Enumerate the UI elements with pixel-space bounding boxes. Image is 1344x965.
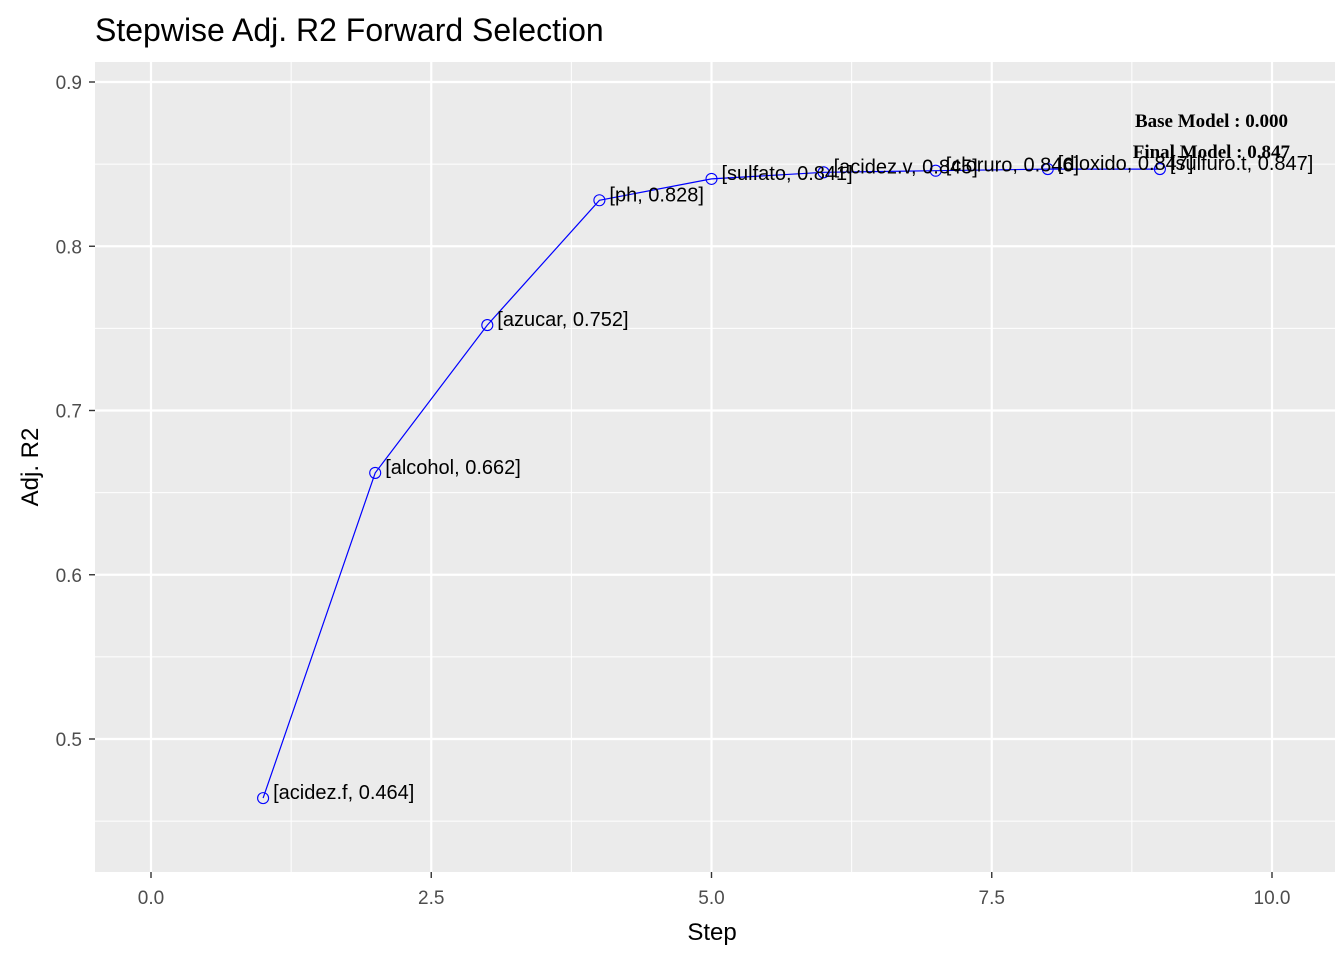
point-label: [acidez.f, 0.464] xyxy=(273,782,414,804)
final-model-annotation: Final Model : 0.847 xyxy=(1133,142,1291,163)
point-label: [alcohol, 0.662] xyxy=(385,457,521,479)
chart-title: Stepwise Adj. R2 Forward Selection xyxy=(95,12,604,48)
y-tick-label: 0.8 xyxy=(56,237,82,258)
series-line xyxy=(262,168,1160,799)
point-label: [ph, 0.828] xyxy=(609,184,704,206)
base-model-annotation: Base Model : 0.000 xyxy=(1135,111,1288,132)
data-point xyxy=(817,166,830,179)
point-labels: [acidez.f, 0.464] [alcohol, 0.662] [azucar… xyxy=(273,153,1313,804)
x-axis-title: Step xyxy=(687,919,736,946)
x-tick-label: 5.0 xyxy=(698,888,724,909)
data-point xyxy=(369,466,382,479)
data-point xyxy=(929,164,942,177)
point-label: [acidez.v, 0.845] xyxy=(834,156,978,178)
data-point xyxy=(481,319,494,332)
y-tick-label: 0.7 xyxy=(56,402,82,423)
plot-panel xyxy=(95,62,1335,872)
series-layer xyxy=(257,163,1166,805)
y-axis-title: Adj. R2 xyxy=(17,428,44,507)
x-tick-label: 7.5 xyxy=(979,888,1005,909)
grid xyxy=(95,62,1335,872)
annotations: Base Model : 0.000 Final Model : 0.847 xyxy=(1133,111,1291,163)
point-label: [cloruro, 0.846] xyxy=(946,155,1079,177)
point-label: [dioxido, 0.847] xyxy=(1058,153,1194,175)
point-label: [sulfuro.t, 0.847] xyxy=(1170,153,1313,175)
point-label: [azucar, 0.752] xyxy=(497,309,628,331)
data-point xyxy=(1041,163,1054,176)
data-point xyxy=(705,172,718,185)
x-tick-label: 10.0 xyxy=(1254,888,1291,909)
x-tick-label: 2.5 xyxy=(418,888,444,909)
y-tick-label: 0.5 xyxy=(56,730,82,751)
data-point xyxy=(1153,163,1166,176)
point-label: [sulfato, 0.841] xyxy=(722,163,853,185)
axes: 0.0 2.5 5.0 7.5 10.0 0.5 0.6 0.7 0.8 0.9 xyxy=(56,73,1291,909)
data-point xyxy=(257,792,270,805)
data-point xyxy=(593,194,606,207)
x-tick-label: 0.0 xyxy=(138,888,164,909)
y-tick-label: 0.6 xyxy=(56,566,82,587)
y-tick-label: 0.9 xyxy=(56,73,82,94)
